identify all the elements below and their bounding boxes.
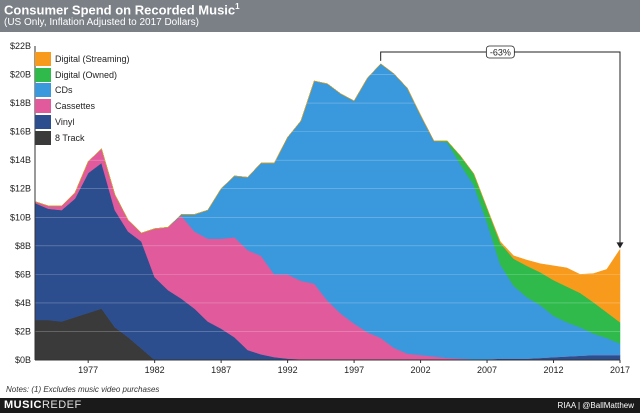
annotation-arrowhead <box>616 242 624 249</box>
legend-item-cds: CDs <box>35 83 130 99</box>
legend-label: Digital (Streaming) <box>55 53 130 64</box>
x-tick-label: 1982 <box>145 365 165 375</box>
legend-swatch <box>35 99 51 114</box>
y-tick-label: $20B <box>10 70 31 80</box>
chart-title: Consumer Spend on Recorded Music1 <box>4 2 240 18</box>
legend-swatch <box>35 51 51 66</box>
legend-label: Digital (Owned) <box>55 69 118 80</box>
legend-item-cassettes: Cassettes <box>35 98 130 114</box>
annotation-label-box <box>485 45 515 59</box>
legend-item-vinyl: Vinyl <box>35 114 130 130</box>
y-tick-label: $22B <box>10 41 31 51</box>
legend-item-digital-owned: Digital (Owned) <box>35 67 130 83</box>
x-tick-label: 1997 <box>344 365 364 375</box>
y-tick-label: $6B <box>15 269 31 279</box>
legend-swatch <box>35 67 51 82</box>
legend-label: 8 Track <box>55 132 85 143</box>
legend-item-8-track: 8 Track <box>35 130 130 146</box>
chart-subtitle: (US Only, Inflation Adjusted to 2017 Dol… <box>4 17 199 28</box>
legend-swatch <box>35 115 51 130</box>
y-tick-label: $8B <box>15 241 31 251</box>
footer-bar: MUSICREDEF RIAA | @BallMatthew <box>0 398 640 413</box>
y-tick-label: $12B <box>10 184 31 194</box>
annotation-label: -63% <box>490 48 511 58</box>
legend-swatch <box>35 83 51 98</box>
legend-item-digital-streaming: Digital (Streaming) <box>35 51 130 67</box>
y-tick-label: $18B <box>10 98 31 108</box>
x-tick-label: 2002 <box>411 365 431 375</box>
x-tick-label: 2012 <box>544 365 564 375</box>
y-tick-label: $2B <box>15 326 31 336</box>
y-tick-label: $10B <box>10 212 31 222</box>
x-tick-label: 2007 <box>477 365 497 375</box>
area-digital-streaming <box>34 63 621 323</box>
legend-label: Vinyl <box>55 117 75 128</box>
x-tick-label: 1977 <box>78 365 98 375</box>
legend-swatch <box>35 130 51 145</box>
x-tick-label: 1992 <box>278 365 298 375</box>
y-tick-label: $4B <box>15 298 31 308</box>
brand-logo: MUSICREDEF <box>4 399 82 411</box>
legend-label: Cassettes <box>55 101 96 112</box>
y-tick-label: $0B <box>15 355 31 365</box>
source-credit: RIAA | @BallMatthew <box>557 401 634 410</box>
chart-notes: Notes: (1) Excludes music video purchase… <box>6 385 160 394</box>
y-tick-label: $14B <box>10 155 31 165</box>
x-tick-label: 1987 <box>211 365 231 375</box>
stacked-area-chart: $0B $2B $4B $6B $8B $10B $12B $14B $16B $18B $20B $… <box>10 41 630 375</box>
legend: Digital (Streaming) Digital (Owned) CDs Cas… <box>35 51 130 146</box>
legend-label: CDs <box>55 85 73 96</box>
x-tick-label: 2017 <box>610 365 630 375</box>
title-bar: Consumer Spend on Recorded Music1 (US On… <box>0 0 640 32</box>
y-tick-label: $16B <box>10 127 31 137</box>
